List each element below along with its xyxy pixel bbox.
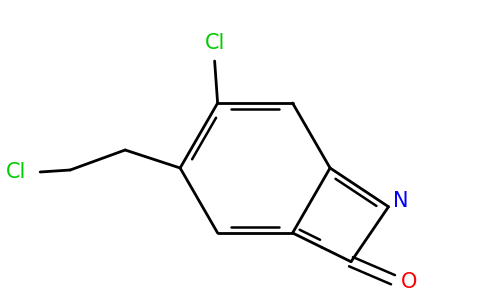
Text: Cl: Cl (6, 162, 26, 182)
Text: N: N (393, 191, 409, 211)
Text: O: O (401, 272, 417, 292)
Text: Cl: Cl (204, 33, 225, 53)
